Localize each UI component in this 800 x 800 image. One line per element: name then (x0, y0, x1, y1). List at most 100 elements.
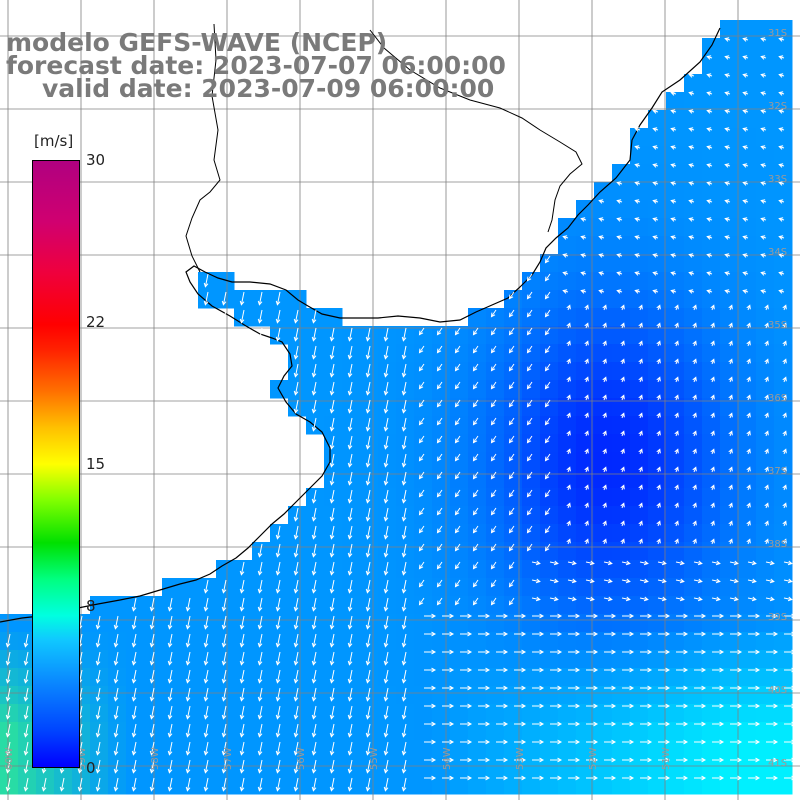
wind-speed-cell (684, 326, 703, 345)
wind-speed-cell (756, 38, 775, 57)
wind-arrow (692, 340, 697, 347)
wind-speed-cell (414, 470, 433, 489)
wind-speed-cell (558, 740, 577, 759)
wind-speed-cell (522, 614, 541, 633)
wind-arrow (760, 127, 767, 132)
wind-speed-cell (594, 758, 613, 777)
wind-speed-cell (288, 632, 307, 651)
wind-arrow (584, 520, 589, 527)
wind-speed-cell (360, 578, 379, 597)
wind-arrow (550, 703, 563, 709)
wind-speed-cell (558, 650, 577, 669)
wind-arrow (710, 376, 715, 383)
wind-arrow (706, 163, 713, 168)
wind-arrow (676, 631, 689, 637)
wind-arrow (676, 685, 689, 691)
longitude-label: 57W (223, 747, 234, 770)
wind-arrow (710, 358, 715, 365)
wind-arrow (508, 363, 515, 372)
wind-arrow (418, 561, 425, 570)
wind-arrow (602, 466, 607, 473)
wind-speed-cell (270, 290, 289, 309)
wind-arrow (401, 417, 407, 432)
wind-speed-cell (522, 488, 541, 507)
wind-speed-cell (342, 704, 361, 723)
wind-arrow (586, 685, 599, 691)
country-border (369, 29, 583, 233)
wind-speed-cell (486, 452, 505, 471)
wind-speed-cell (648, 380, 667, 399)
wind-arrow (728, 412, 733, 419)
wind-arrow (275, 705, 281, 720)
wind-speed-cell (234, 290, 253, 309)
wind-speed-cell (450, 470, 469, 489)
wind-speed-cell (360, 650, 379, 669)
wind-speed-cell (666, 380, 685, 399)
wind-arrow (329, 741, 335, 756)
wind-speed-cell (684, 362, 703, 381)
wind-arrow (347, 489, 353, 504)
wind-speed-cell (252, 704, 271, 723)
wind-speed-cell (396, 614, 415, 633)
wind-arrow (670, 145, 677, 150)
wind-speed-cell (630, 488, 649, 507)
wind-arrow (401, 543, 407, 558)
wind-speed-cell (630, 236, 649, 255)
wind-arrow (436, 507, 443, 516)
wind-arrow (693, 596, 703, 602)
wind-arrow (23, 705, 29, 720)
wind-speed-cell (468, 578, 487, 597)
wind-arrow (383, 381, 389, 396)
wind-speed-cell (756, 776, 775, 795)
wind-speed-cell (630, 452, 649, 471)
wind-arrow (674, 430, 679, 437)
wind-speed-cell (234, 776, 253, 795)
wind-arrow (562, 289, 569, 294)
wind-arrow (620, 304, 625, 311)
wind-arrow (586, 649, 599, 655)
wind-speed-cell (648, 344, 667, 363)
wind-arrow (656, 376, 661, 383)
wind-speed-cell (216, 740, 235, 759)
wind-arrow (694, 685, 707, 691)
wind-arrow (764, 304, 769, 311)
wind-speed-cell (180, 704, 199, 723)
wind-speed-cell (396, 506, 415, 525)
wind-arrow (764, 394, 769, 401)
wind-speed-cell (774, 362, 793, 381)
wind-arrow (203, 669, 209, 684)
wind-speed-cell (360, 596, 379, 615)
wind-arrow (167, 759, 173, 774)
wind-speed-cell (180, 776, 199, 795)
wind-arrow (383, 543, 389, 558)
wind-speed-cell (630, 722, 649, 741)
wind-speed-cell (558, 632, 577, 651)
wind-arrow (730, 739, 743, 745)
wind-arrow (640, 613, 653, 619)
wind-speed-cell (774, 506, 793, 525)
wind-arrow (766, 775, 779, 781)
wind-arrow (728, 376, 733, 383)
wind-arrow (257, 759, 263, 774)
wind-speed-cell (234, 578, 253, 597)
wind-speed-cell (594, 740, 613, 759)
wind-arrow (638, 448, 643, 455)
wind-speed-cell (756, 254, 775, 273)
wind-speed-cell (702, 200, 721, 219)
wind-arrow (782, 412, 787, 419)
wind-arrow (275, 777, 281, 792)
wind-arrow (365, 561, 371, 576)
wind-speed-cell (522, 578, 541, 597)
wind-arrow (638, 502, 643, 509)
wind-speed-cell (270, 686, 289, 705)
wind-speed-cell (594, 578, 613, 597)
wind-arrow (712, 757, 725, 763)
wind-arrow (185, 741, 191, 756)
wind-speed-cell (216, 290, 235, 309)
wind-speed-cell (774, 164, 793, 183)
wind-speed-cell (648, 560, 667, 579)
wind-arrow (602, 430, 607, 437)
wind-speed-cell (738, 74, 757, 93)
wind-arrow (275, 561, 281, 576)
wind-arrow (454, 399, 461, 408)
